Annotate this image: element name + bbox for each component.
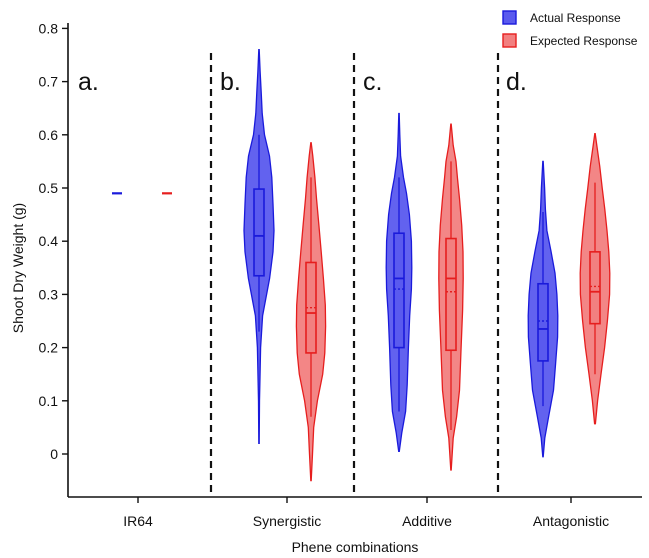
axes [67, 23, 642, 498]
x-category-label: Antagonistic [533, 513, 609, 529]
y-tick-label: 0.8 [39, 20, 59, 36]
x-category-label: Additive [402, 513, 452, 529]
y-ticks: 0 0.1 0.2 0.3 0.4 0.5 0.6 0.7 0.8 [39, 20, 68, 462]
y-tick-label: 0.3 [39, 286, 59, 302]
y-tick-label: 0.5 [39, 180, 59, 196]
iqr-box [445, 237, 457, 352]
y-tick-label: 0.1 [39, 393, 59, 409]
panel-letter: c. [363, 68, 382, 96]
y-tick-label: 0 [50, 446, 58, 462]
x-category-label: Synergistic [253, 513, 321, 529]
panel-letters: a. b. c. d. [78, 68, 527, 96]
y-tick-label: 0.2 [39, 340, 59, 356]
panel-letter: d. [506, 68, 527, 96]
legend-swatch [502, 10, 517, 25]
iqr-box [393, 232, 405, 349]
legend: Actual Response Expected Response [502, 10, 638, 48]
legend-swatch [502, 33, 517, 48]
legend-label: Expected Response [530, 34, 638, 48]
panel-separators [209, 53, 500, 497]
y-axis-title: Shoot Dry Weight (g) [10, 203, 26, 333]
panel-letter: a. [78, 68, 99, 96]
iqr-box [253, 188, 265, 277]
panel-letter: b. [220, 68, 241, 96]
x-category-labels: IR64 Synergistic Additive Antagonistic [123, 497, 609, 529]
iqr-box [537, 282, 549, 362]
y-tick-label: 0.4 [39, 233, 59, 249]
y-tick-label: 0.7 [39, 74, 59, 90]
x-category-label: IR64 [123, 513, 153, 529]
y-tick-label: 0.6 [39, 127, 59, 143]
x-axis-title: Phene combinations [292, 539, 419, 555]
legend-label: Actual Response [530, 11, 621, 25]
box-layer [112, 134, 601, 431]
iqr-box [589, 251, 601, 325]
violin-layer [243, 49, 611, 482]
